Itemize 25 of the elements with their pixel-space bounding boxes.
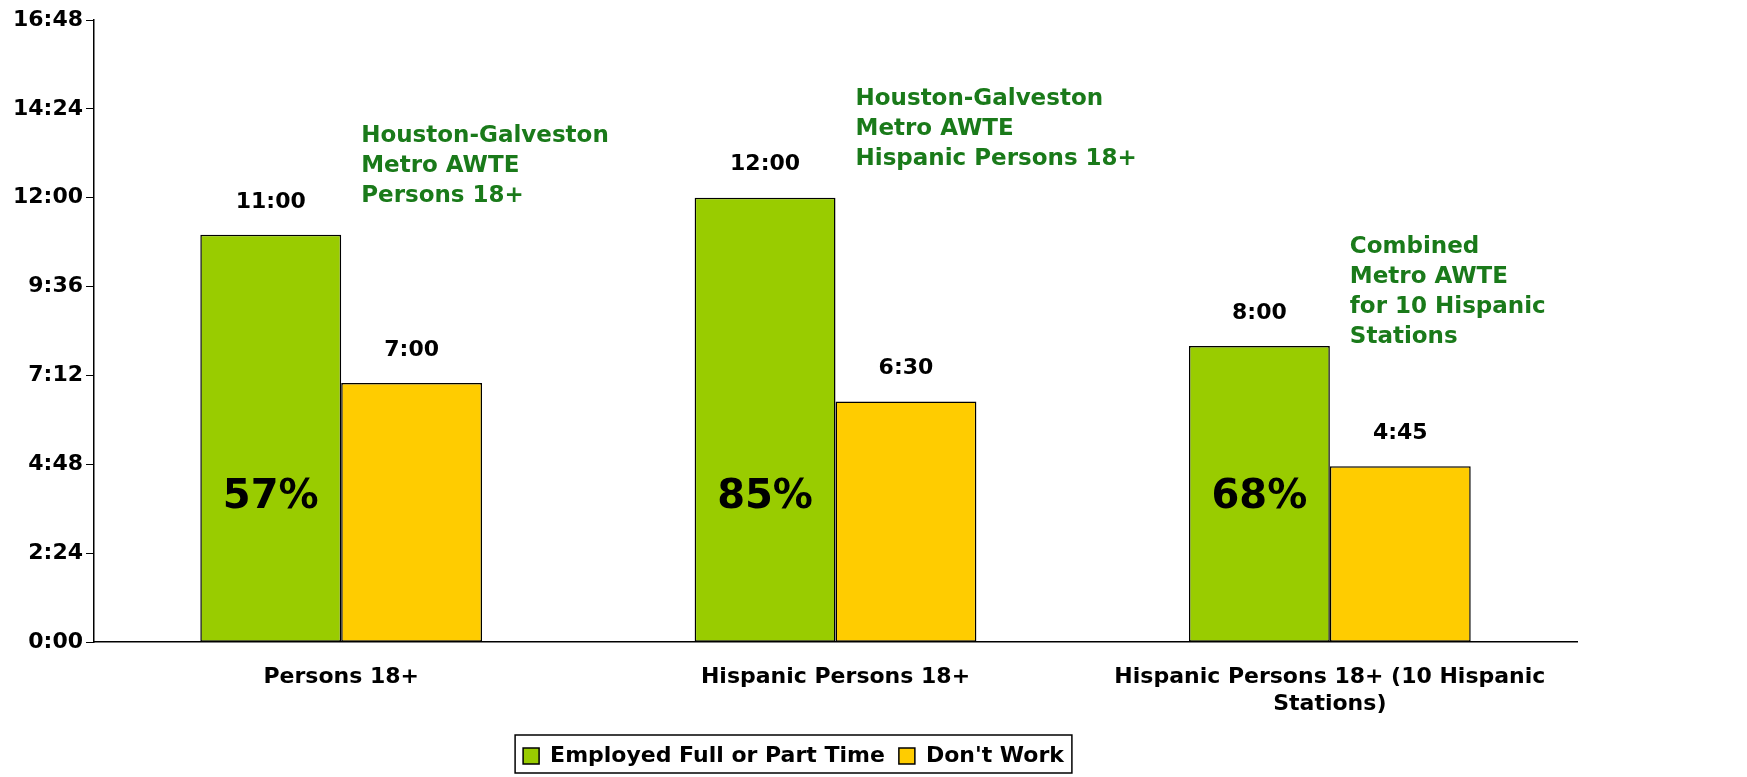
x-tick-label: Hispanic Persons 18+ [700,663,971,689]
data-label: 4:45 [1372,419,1428,444]
annotation: 57% [222,471,319,518]
y-tick-label: 16:48 [13,5,84,31]
y-tick-label: 0:00 [28,627,84,653]
x-tick-label: Hispanic Persons 18+ (10 Hispanic Stations) [1114,663,1546,715]
data-label: 12:00 [730,150,801,176]
y-tick-label: 2:24 [28,539,84,565]
data-label: 6:30 [878,354,934,380]
annotation: Houston-Galveston Metro AWTE Hispanic Persons 18+ [855,84,1137,171]
legend-label: Don't Work [925,741,1066,767]
annotation: Houston-Galveston Metro AWTE Persons 18+ [361,121,609,208]
legend-label: Employed Full or Part Time [550,741,885,767]
annotation: 68% [1211,471,1308,518]
data-label: 7:00 [384,335,439,361]
annotation: 85% [717,471,813,518]
y-tick-label: 14:24 [13,94,84,120]
annotation: Combined Metro AWTE for 10 Hispanic Stations [1349,232,1546,349]
y-tick-label: 7:12 [28,361,84,387]
y-tick-label: 4:48 [28,450,84,476]
data-label: 11:00 [235,187,306,213]
y-tick-label: 9:36 [28,272,84,298]
x-tick-label: Persons 18+ [263,663,419,689]
y-tick-label: 12:00 [13,183,84,209]
data-label: 8:00 [1232,298,1287,324]
